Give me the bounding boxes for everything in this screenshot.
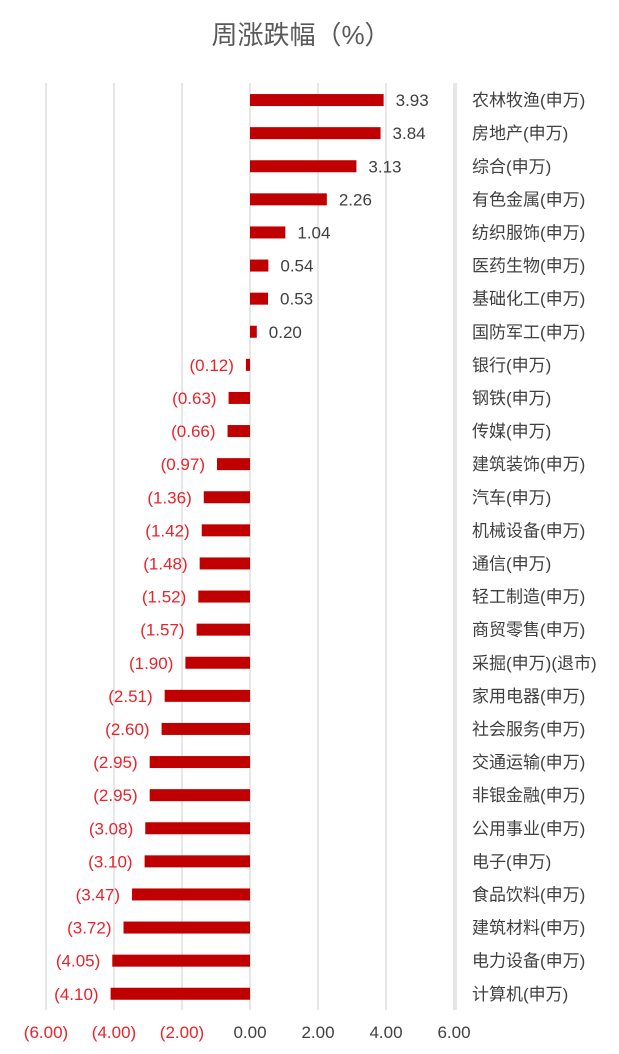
bar [245, 358, 250, 371]
category-label: 家用电器(申万) [472, 687, 585, 706]
category-label: 建筑装饰(申万) [472, 455, 585, 474]
category-label: 食品饮料(申万) [472, 885, 585, 904]
category-label: 机械设备(申万) [472, 521, 585, 540]
value-label: (0.63) [172, 389, 216, 408]
bar [250, 325, 257, 338]
category-label: 采掘(申万)(退市) [472, 654, 597, 673]
bar [250, 127, 381, 140]
category-label: 电子(申万) [472, 852, 551, 871]
category-label: 计算机(申万) [472, 985, 568, 1004]
value-label: (3.72) [67, 919, 111, 938]
value-label: 3.13 [368, 157, 401, 176]
value-label: (1.42) [145, 521, 189, 540]
value-label: (1.57) [140, 621, 184, 640]
bar [196, 623, 250, 636]
bar [123, 921, 250, 934]
value-label: (0.12) [189, 356, 233, 375]
bar [149, 756, 250, 769]
value-label: 0.54 [280, 257, 313, 276]
category-label: 商贸零售(申万) [472, 621, 585, 640]
bar [203, 491, 250, 504]
bar [112, 954, 250, 967]
value-label: (3.47) [76, 885, 120, 904]
category-label: 汽车(申万) [472, 488, 551, 507]
bar [250, 160, 357, 173]
category-label: 国防军工(申万) [472, 323, 585, 342]
value-label: 2.26 [339, 190, 372, 209]
category-label: 传媒(申万) [472, 422, 551, 441]
category-label: 公用事业(申万) [472, 819, 585, 838]
value-label: (0.66) [171, 422, 215, 441]
x-tick-label: 0.00 [233, 1023, 266, 1042]
category-labels: 农林牧渔(申万) 房地产(申万) 综合(申万) 有色金属(申万) 纺织服饰(申万) 医药生… [472, 91, 597, 1004]
category-label: 交通运输(申万) [472, 753, 585, 772]
value-label: (1.52) [142, 588, 186, 607]
value-label: (3.10) [88, 852, 132, 871]
value-label: (0.97) [161, 455, 205, 474]
value-label: (1.36) [147, 488, 191, 507]
category-label: 综合(申万) [472, 157, 551, 176]
value-label: (1.48) [143, 554, 187, 573]
bar [228, 391, 250, 404]
value-label: 1.04 [297, 223, 330, 242]
value-label: (2.95) [93, 753, 137, 772]
bar [250, 94, 384, 107]
bar [217, 458, 250, 471]
bar [145, 822, 250, 835]
value-label: 3.84 [393, 124, 426, 143]
category-label: 建筑材料(申万) [472, 919, 585, 938]
bar [185, 656, 250, 669]
category-label: 房地产(申万) [472, 124, 568, 143]
value-label: 0.53 [280, 290, 313, 309]
value-label: (2.60) [105, 720, 149, 739]
x-tick-label: (2.00) [160, 1023, 204, 1042]
value-label: (2.51) [108, 687, 152, 706]
bars [110, 94, 384, 1000]
category-label: 有色金属(申万) [472, 190, 585, 209]
category-label: 银行(申万) [472, 356, 551, 375]
bar [164, 689, 250, 702]
value-label: 3.93 [396, 91, 429, 110]
category-label: 纺织服饰(申万) [472, 223, 585, 242]
value-label: (2.95) [93, 786, 137, 805]
category-label: 通信(申万) [472, 554, 551, 573]
bar [201, 524, 250, 537]
x-tick-label: (4.00) [92, 1023, 136, 1042]
value-label: (3.08) [89, 819, 133, 838]
bar [250, 226, 286, 239]
bar [161, 722, 250, 735]
category-label: 电力设备(申万) [472, 952, 585, 971]
category-label: 农林牧渔(申万) [472, 91, 585, 110]
bar [198, 590, 250, 603]
category-label: 社会服务(申万) [472, 720, 585, 739]
category-label: 医药生物(申万) [472, 257, 585, 276]
bar [250, 259, 269, 272]
value-label: (1.90) [129, 654, 173, 673]
category-label: 轻工制造(申万) [472, 588, 585, 607]
value-labels: 3.93 3.84 3.13 2.26 1.04 0.54 0.53 0.20 (0.12) (0… [54, 91, 429, 1004]
value-label: (4.10) [54, 985, 98, 1004]
value-label: 0.20 [269, 323, 302, 342]
value-label: (4.05) [56, 952, 100, 971]
x-axis-ticks: (6.00) (4.00) (2.00) 0.00 2.00 4.00 6.00 [24, 1023, 471, 1042]
category-label: 非银金融(申万) [472, 786, 585, 805]
x-tick-label: 4.00 [369, 1023, 402, 1042]
category-label: 基础化工(申万) [472, 290, 585, 309]
x-tick-label: 6.00 [437, 1023, 470, 1042]
x-tick-label: (6.00) [24, 1023, 68, 1042]
bar [199, 557, 250, 570]
bar [110, 987, 250, 1000]
bar [250, 193, 327, 206]
bar [132, 888, 250, 901]
bar [149, 789, 250, 802]
bar [250, 292, 269, 305]
bar [227, 425, 250, 438]
bar [144, 855, 250, 868]
category-label: 钢铁(申万) [472, 389, 551, 408]
x-tick-label: 2.00 [301, 1023, 334, 1042]
chart-title: 周涨跌幅（%） [211, 20, 390, 50]
